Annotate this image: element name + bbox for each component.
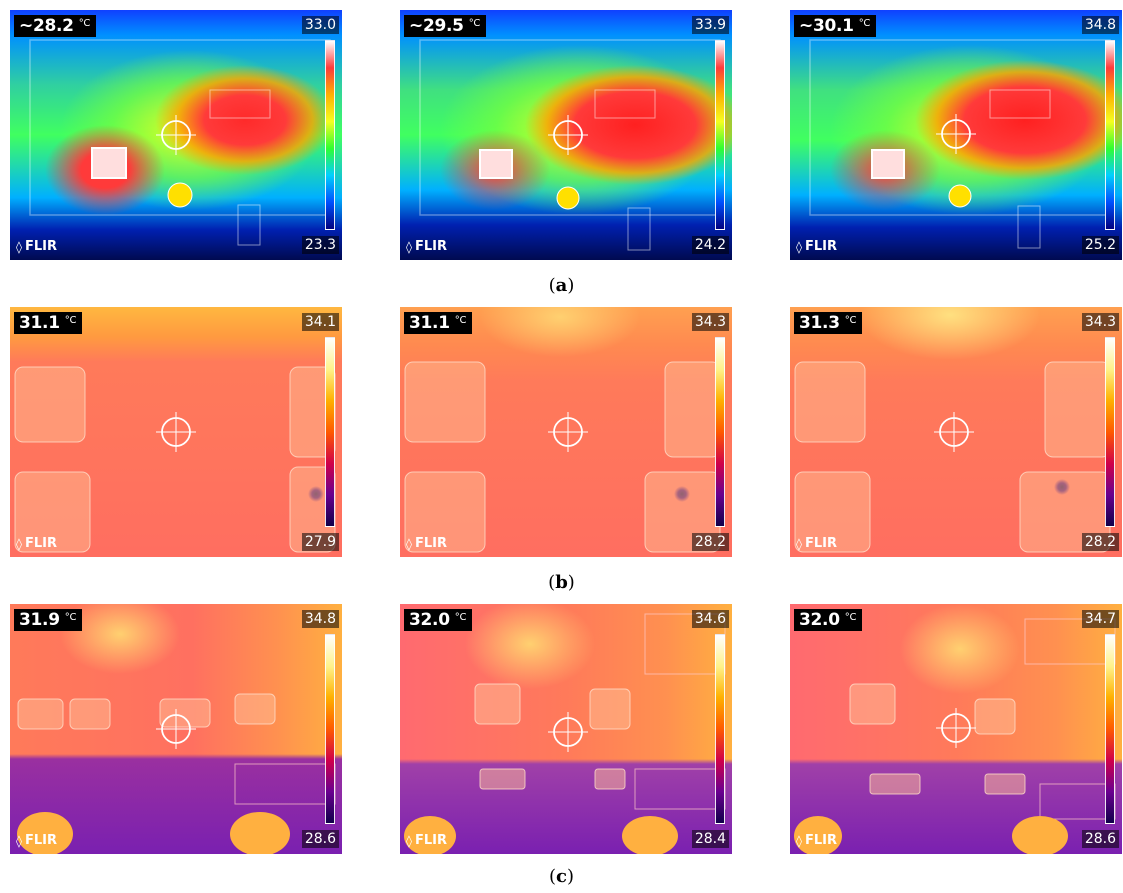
scale-max-value: 34.6	[691, 610, 729, 628]
flir-mark-icon: ◊	[406, 239, 412, 254]
color-scale-bar	[715, 40, 725, 230]
flir-mark-icon: ◊	[16, 239, 22, 254]
flir-mark-icon: ◊	[796, 833, 802, 848]
flir-mark-icon: ◊	[796, 239, 802, 254]
thermal-image-a3: ~30.1 °C 34.8 25.2 ◊ FLIR	[790, 10, 1122, 260]
color-scale-bar	[1105, 337, 1115, 527]
flir-logo: ◊ FLIR	[16, 833, 57, 848]
scale-min-value: 25.2	[1081, 236, 1119, 254]
flir-logo: ◊ FLIR	[796, 239, 837, 254]
caption-c: (c)	[548, 866, 575, 887]
thermal-image-a1: ~28.2 °C 33.0 23.3 ◊ FLIR	[10, 10, 342, 260]
spot-temperature-readout: 31.3 °C	[794, 312, 863, 334]
spot-temperature-readout: 31.9 °C	[14, 609, 83, 631]
thermal-image-b1: 31.1 °C 34.1 27.9 ◊ FLIR	[10, 307, 342, 557]
spot-temperature-readout: ~29.5 °C	[404, 15, 487, 37]
color-scale-bar	[715, 634, 725, 824]
thermal-image-c2: 32.0 °C 34.6 28.4 ◊ FLIR	[400, 604, 732, 854]
board-components-outline	[14, 366, 336, 553]
thermal-image-b3: 31.3 °C 34.3 28.2 ◊ FLIR	[790, 307, 1122, 557]
color-scale-bar	[325, 634, 335, 824]
scale-max-value: 34.3	[691, 313, 729, 331]
scale-max-value: 34.1	[301, 313, 339, 331]
scale-max-value: 33.0	[301, 16, 339, 34]
board-components-outline	[794, 618, 1116, 854]
scale-min-value: 28.2	[691, 533, 729, 551]
color-scale-bar	[325, 40, 335, 230]
row-a: ~28.2 °C 33.0 23.3 ◊ FLIR ~29.5 °C 33.9 24.…	[0, 10, 1123, 265]
row-c: 31.9 °C 34.8 28.6 ◊ FLIR 32.0 °C 34.6 28.4 …	[0, 604, 1123, 859]
flir-logo: ◊ FLIR	[796, 833, 837, 848]
spot-temperature-readout: 32.0 °C	[794, 609, 863, 631]
board-components-outline	[794, 361, 1111, 553]
thermal-iron-background	[400, 604, 732, 854]
flir-mark-icon: ◊	[796, 536, 802, 551]
caption-a: (a)	[548, 275, 575, 296]
circuit-board-outline	[419, 39, 721, 251]
thermal-image-a2: ~29.5 °C 33.9 24.2 ◊ FLIR	[400, 10, 732, 260]
flir-mark-icon: ◊	[406, 536, 412, 551]
scale-max-value: 34.7	[1081, 610, 1119, 628]
circuit-board-outline	[809, 39, 1111, 249]
color-scale-bar	[1105, 634, 1115, 824]
board-components-outline	[17, 693, 336, 854]
color-scale-bar	[325, 337, 335, 527]
scale-min-value: 23.3	[301, 236, 339, 254]
color-scale-bar	[1105, 40, 1115, 230]
caption-b: (b)	[548, 572, 575, 593]
scale-min-value: 24.2	[691, 236, 729, 254]
scale-min-value: 28.2	[1081, 533, 1119, 551]
scale-min-value: 28.4	[691, 830, 729, 848]
thermal-image-c3: 32.0 °C 34.7 28.6 ◊ FLIR	[790, 604, 1122, 854]
scale-max-value: 34.8	[301, 610, 339, 628]
flir-logo: ◊ FLIR	[796, 536, 837, 551]
flir-logo: ◊ FLIR	[406, 239, 447, 254]
flir-mark-icon: ◊	[16, 536, 22, 551]
spot-temperature-readout: 31.1 °C	[14, 312, 83, 334]
spot-temperature-readout: ~30.1 °C	[794, 15, 877, 37]
row-b: 31.1 °C 34.1 27.9 ◊ FLIR 31.1 °C 34.3 28.2 …	[0, 307, 1123, 562]
scale-max-value: 34.8	[1081, 16, 1119, 34]
flir-mark-icon: ◊	[16, 833, 22, 848]
flir-logo: ◊ FLIR	[406, 833, 447, 848]
scale-min-value: 28.6	[301, 830, 339, 848]
spot-temperature-readout: 32.0 °C	[404, 609, 473, 631]
flir-logo: ◊ FLIR	[406, 536, 447, 551]
board-components-outline	[404, 361, 721, 553]
thermal-image-c1: 31.9 °C 34.8 28.6 ◊ FLIR	[10, 604, 342, 854]
color-scale-bar	[715, 337, 725, 527]
board-components-outline	[404, 613, 726, 854]
thermal-image-b2: 31.1 °C 34.3 28.2 ◊ FLIR	[400, 307, 732, 557]
spot-temperature-readout: ~28.2 °C	[14, 15, 97, 37]
spot-temperature-readout: 31.1 °C	[404, 312, 473, 334]
scale-max-value: 33.9	[691, 16, 729, 34]
scale-max-value: 34.3	[1081, 313, 1119, 331]
flir-logo: ◊ FLIR	[16, 536, 57, 551]
scale-min-value: 28.6	[1081, 830, 1119, 848]
scale-min-value: 27.9	[301, 533, 339, 551]
flir-logo: ◊ FLIR	[16, 239, 57, 254]
circuit-board-outline	[29, 39, 331, 246]
flir-mark-icon: ◊	[406, 833, 412, 848]
